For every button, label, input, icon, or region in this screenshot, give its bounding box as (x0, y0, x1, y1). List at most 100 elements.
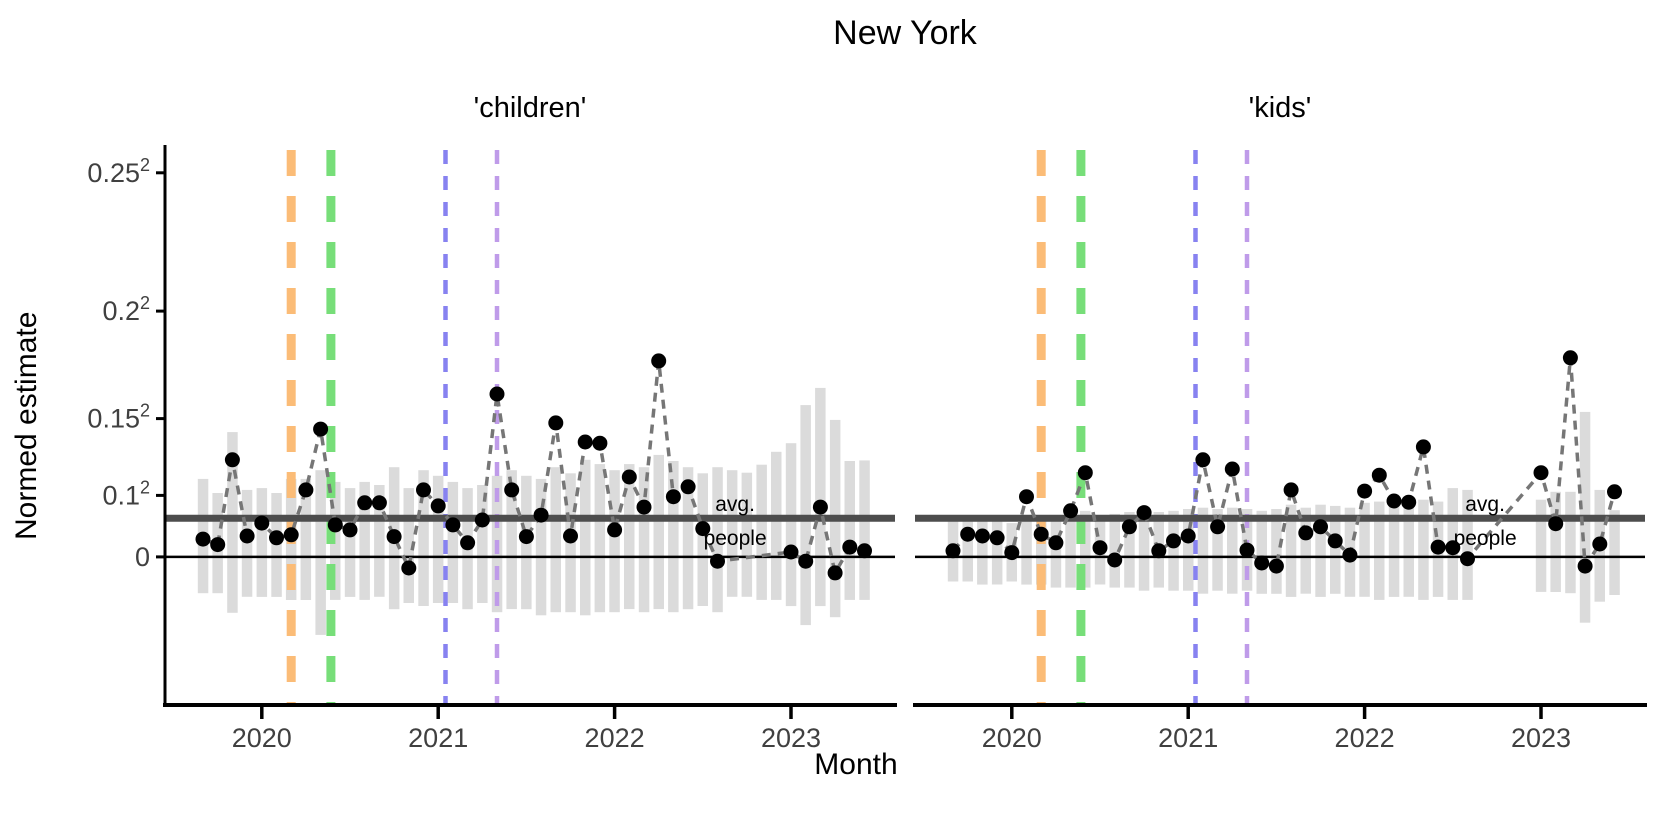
data-point (1048, 535, 1064, 551)
ci-bar (447, 481, 459, 603)
data-point (342, 522, 358, 538)
ci-bar (432, 475, 444, 603)
y-tick-label: 0.152 (87, 401, 150, 434)
data-point (695, 521, 711, 537)
data-point (945, 543, 961, 559)
data-point (548, 415, 564, 431)
data-point (210, 537, 226, 553)
data-point (1562, 350, 1578, 366)
data-point (1577, 558, 1593, 574)
x-tick-label: 2021 (1158, 723, 1218, 753)
data-point (1342, 547, 1358, 563)
x-tick-label: 2023 (1511, 723, 1571, 753)
ci-bar (1080, 510, 1091, 588)
data-point (798, 553, 814, 569)
ci-bar (682, 467, 694, 610)
data-point (298, 482, 314, 498)
data-point (1136, 505, 1152, 521)
ci-bar (1050, 515, 1062, 588)
data-point (1607, 484, 1622, 500)
ci-bar (315, 470, 326, 635)
data-point (371, 495, 387, 511)
ci-bar (1168, 510, 1179, 591)
data-point (1548, 516, 1564, 532)
estimate-points (195, 353, 872, 581)
ci-bar (1462, 489, 1473, 600)
ci-bar (1374, 501, 1385, 600)
ci-bar (418, 470, 429, 606)
data-point (1357, 483, 1373, 499)
data-point (577, 434, 593, 450)
ci-bar (1403, 502, 1414, 597)
data-point (1254, 555, 1270, 571)
ci-bar (741, 472, 753, 597)
data-point (1210, 519, 1226, 535)
data-point (651, 353, 667, 369)
avg-label-bottom: people (1454, 527, 1517, 550)
ci-bar (1124, 512, 1135, 588)
ci-bar (785, 443, 797, 607)
ci-bar (668, 461, 679, 613)
x-tick-label: 2020 (982, 723, 1042, 753)
x-axis-title: Month (814, 748, 898, 781)
data-point (1239, 542, 1255, 558)
data-point (1401, 494, 1417, 510)
ci-bar (1256, 510, 1267, 594)
x-tick-label: 2020 (232, 723, 292, 753)
x-tick-label: 2023 (761, 723, 821, 753)
data-point (313, 421, 329, 437)
data-point (665, 489, 681, 505)
facet-panel-children: avg. people 2020 2021 2022 2023 (163, 150, 897, 753)
data-point (1092, 540, 1108, 556)
ci-bar (1036, 518, 1047, 585)
avg-label-bottom: people (704, 527, 767, 550)
ci-bar (638, 467, 650, 613)
ci-bar (1535, 499, 1547, 592)
ci-bar (256, 488, 268, 597)
data-point (504, 482, 520, 498)
ci-bar (1359, 502, 1370, 597)
ci-bar (550, 467, 561, 613)
estimate-points (945, 350, 1622, 574)
data-point (1415, 439, 1431, 455)
ci-bar (1565, 491, 1576, 594)
data-point (1283, 482, 1299, 498)
ci-bar (712, 467, 723, 613)
ci-bar (1271, 509, 1282, 594)
data-point (1019, 489, 1034, 505)
ci-bar (344, 488, 356, 597)
facet-title-kids: 'kids' (1248, 92, 1312, 124)
facet-title-children: 'children' (473, 92, 587, 124)
data-point (1460, 551, 1475, 567)
data-point (1063, 503, 1079, 519)
data-point (960, 526, 976, 542)
data-point (1121, 519, 1137, 535)
y-tick-label: 0 (135, 542, 150, 572)
data-point (489, 386, 505, 402)
data-point (857, 543, 872, 559)
y-tick-label: 0.252 (87, 155, 150, 188)
y-axis-title: Normed estimate (10, 311, 43, 541)
data-point (195, 531, 211, 547)
ci-bar (1183, 509, 1194, 591)
ci-bar (1418, 499, 1429, 600)
data-point (621, 469, 637, 485)
data-point (680, 479, 696, 495)
y-tick-label: 0.22 (102, 293, 150, 326)
data-point (1445, 540, 1461, 556)
data-point (327, 517, 343, 533)
ci-bar (403, 488, 414, 603)
ci-bar (1330, 505, 1341, 594)
data-point (1151, 543, 1167, 559)
data-point (1033, 526, 1049, 542)
ci-bar (697, 473, 708, 606)
data-point (1166, 533, 1181, 549)
data-point (1107, 552, 1123, 568)
ci-bar (1315, 504, 1326, 597)
data-point (812, 499, 828, 515)
data-point (283, 527, 299, 543)
ci-bar (477, 485, 488, 603)
data-point (1268, 558, 1284, 574)
